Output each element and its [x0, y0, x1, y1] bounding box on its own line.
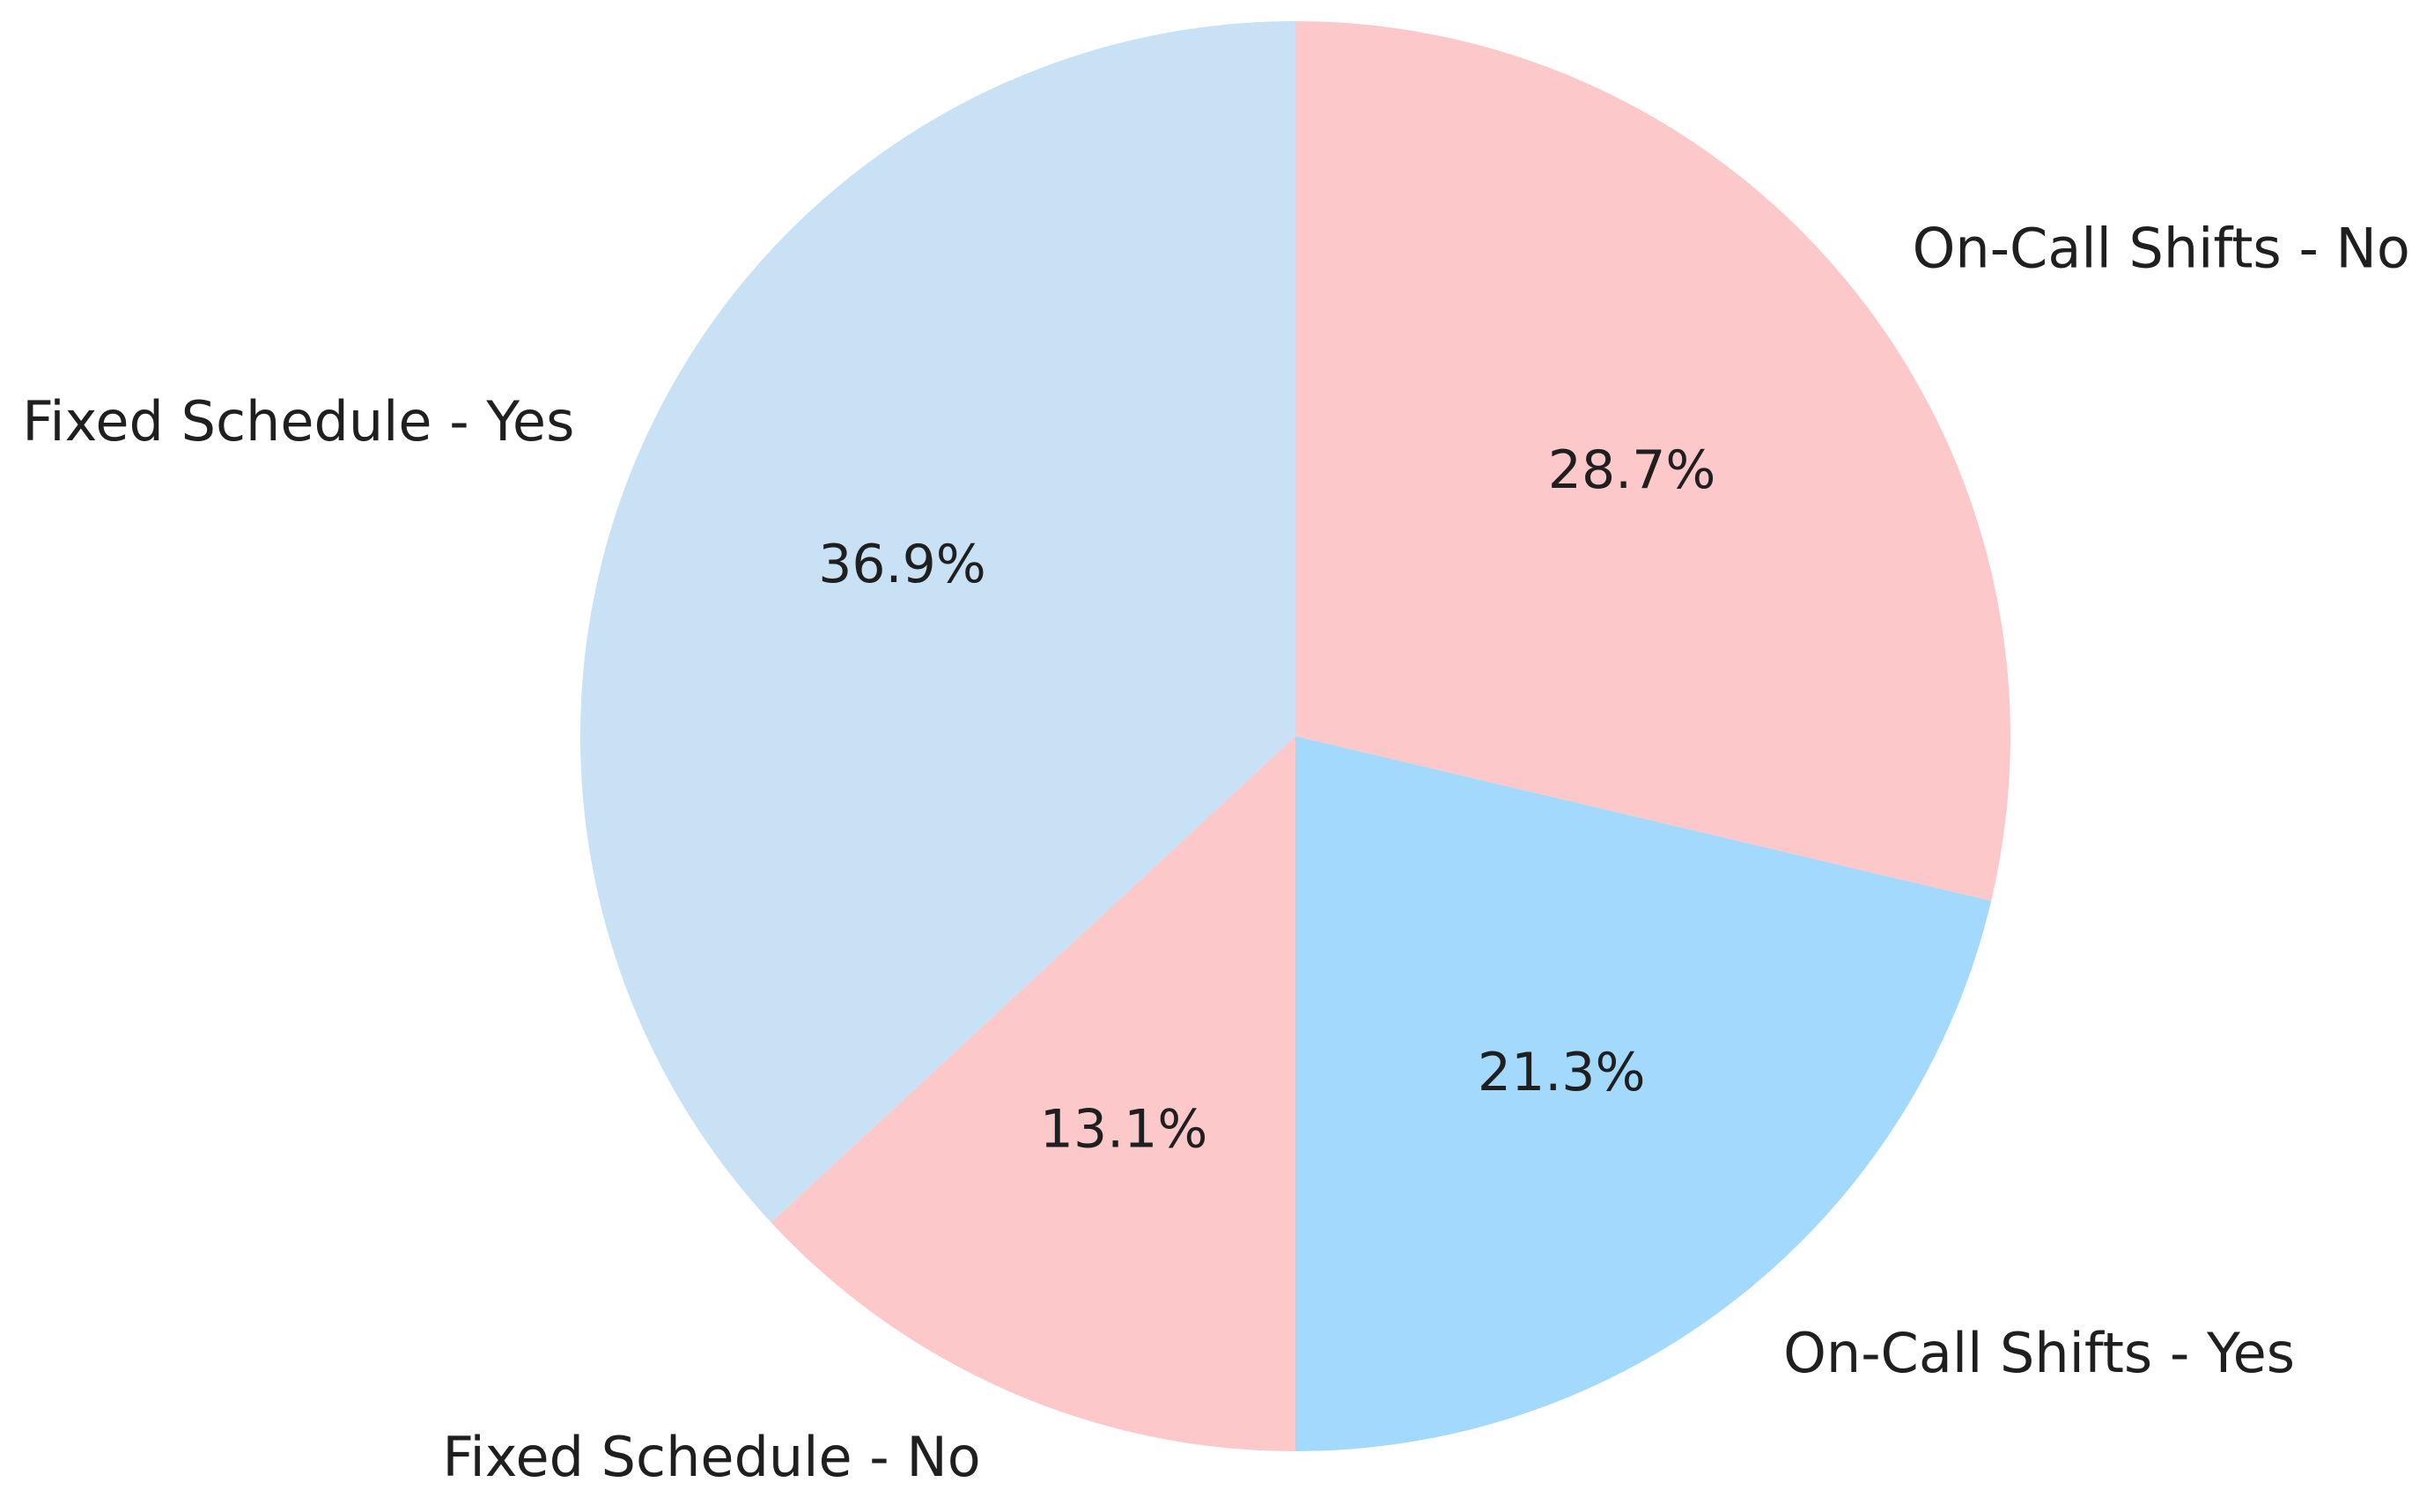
pie-slice-3 — [580, 21, 1295, 1223]
pie-slice-2 — [771, 736, 1295, 1451]
pie-slice-0 — [1295, 21, 2011, 902]
pie-slice-pct-0: 28.7% — [1548, 439, 1716, 501]
pie-slice-pct-3: 36.9% — [818, 534, 986, 595]
pie-slice-1 — [1295, 736, 1992, 1451]
pie-slice-pct-2: 13.1% — [1040, 1099, 1208, 1161]
pie-slice-label-3: Fixed Schedule - Yes — [22, 389, 574, 454]
pie-slice-pct-1: 21.3% — [1478, 1042, 1646, 1103]
pie-slice-label-0: On-Call Shifts - No — [1913, 216, 2410, 280]
pie-slice-label-2: Fixed Schedule - No — [442, 1425, 980, 1489]
pie-slice-label-1: On-Call Shifts - Yes — [1783, 1321, 2295, 1385]
